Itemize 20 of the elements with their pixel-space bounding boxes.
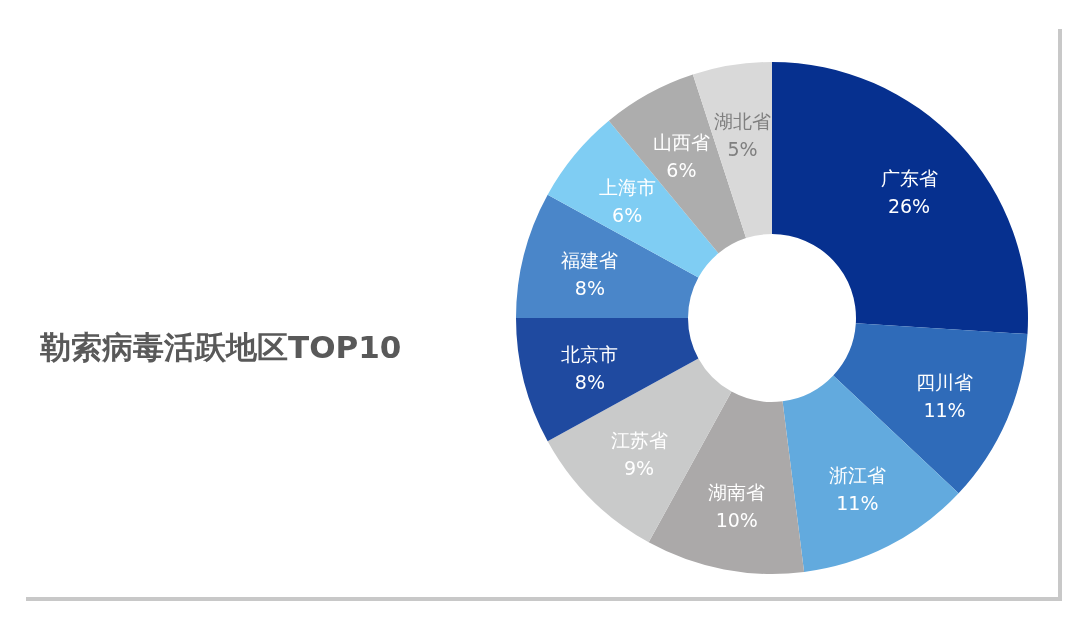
donut-slice — [772, 62, 1028, 335]
data-label: 10% — [715, 508, 758, 531]
data-label: 8% — [574, 370, 605, 393]
data-label: 11% — [836, 491, 879, 514]
slice-label: 山西省 — [652, 131, 710, 154]
slice-label: 浙江省 — [828, 463, 886, 486]
slice-label: 上海市 — [598, 176, 656, 199]
text: 勒索病毒活跃地区TOP10 — [39, 329, 402, 365]
slice-label: 四川省 — [916, 370, 974, 393]
slice-label: 福建省 — [561, 249, 619, 272]
data-label: 11% — [923, 398, 966, 421]
slice-label: 北京市 — [561, 342, 619, 365]
slice-label: 湖北省 — [714, 110, 772, 133]
slice-label: 广东省 — [880, 167, 938, 190]
data-label: 6% — [612, 204, 643, 227]
data-label: 6% — [666, 159, 697, 182]
data-label: 5% — [727, 138, 758, 161]
data-label: 8% — [574, 277, 605, 300]
data-label: 26% — [887, 195, 931, 218]
slice-label: 湖南省 — [708, 480, 766, 503]
